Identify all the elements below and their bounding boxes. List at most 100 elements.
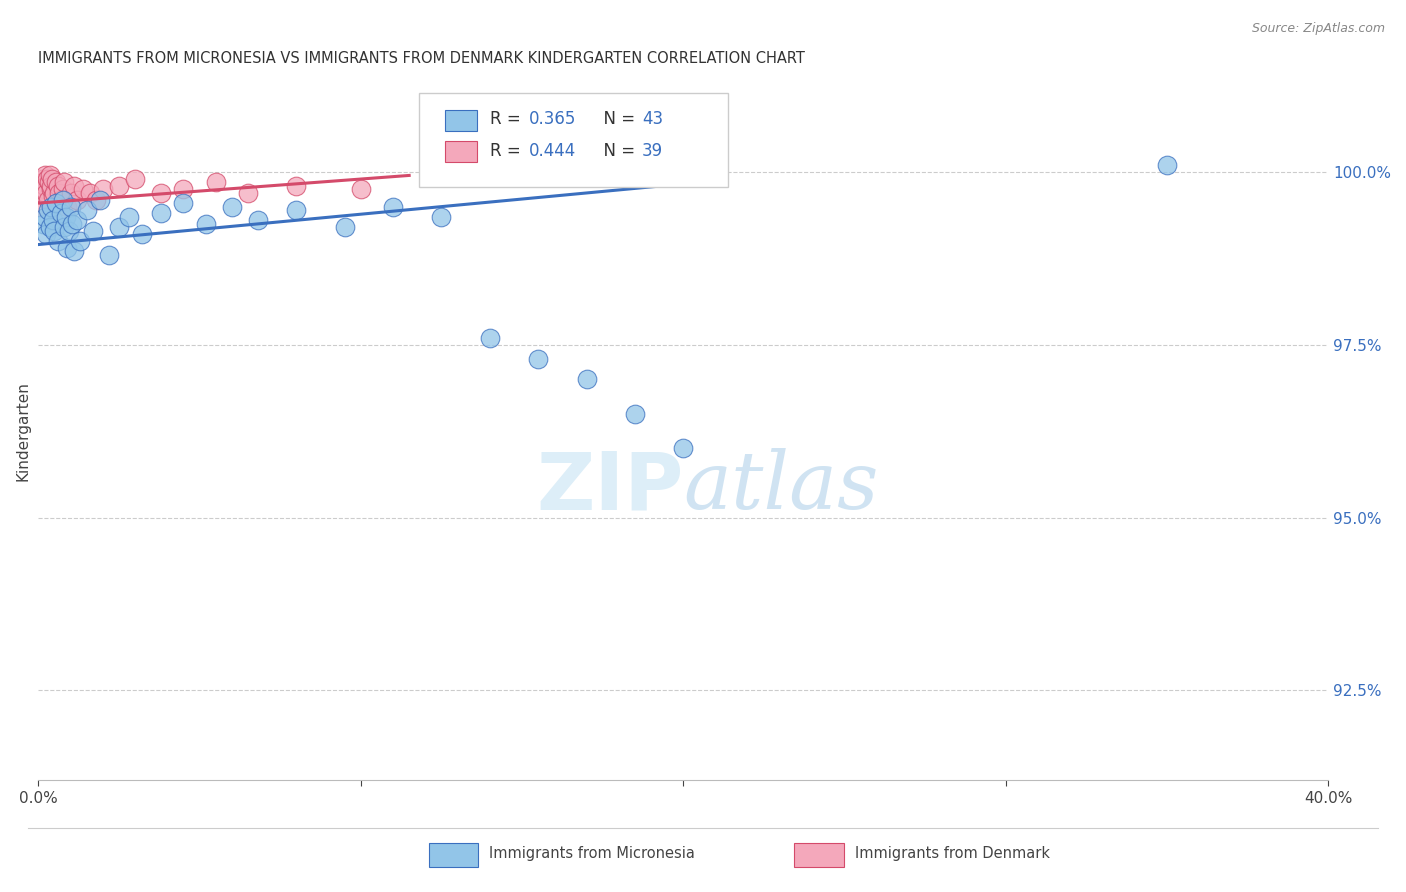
Point [108,220,131,235]
FancyBboxPatch shape [429,843,478,867]
Point [44,186,66,200]
Text: Immigrants from Denmark: Immigrants from Denmark [855,847,1050,861]
FancyBboxPatch shape [444,142,477,162]
Y-axis label: Kindergarten: Kindergarten [15,381,30,481]
Point [32,217,55,231]
Point [246,213,269,227]
FancyBboxPatch shape [794,843,844,867]
Point [72,182,94,196]
Text: N =: N = [593,142,640,160]
Point [37,202,59,217]
Point [1156,158,1178,172]
Point [62,244,84,259]
Point [285,178,308,193]
Point [32,182,55,196]
Point [59,200,82,214]
Point [38,220,60,235]
Point [149,206,172,220]
Point [195,217,218,231]
Text: IMMIGRANTS FROM MICRONESIA VS IMMIGRANTS FROM DENMARK KINDERGARTEN CORRELATION C: IMMIGRANTS FROM MICRONESIA VS IMMIGRANTS… [38,51,806,66]
Point [204,175,226,189]
Point [527,351,550,366]
Point [28,200,51,214]
Text: 0.444: 0.444 [529,142,575,160]
Point [34,178,56,193]
Point [38,175,60,189]
Point [38,169,60,183]
Point [672,442,695,456]
Point [39,200,62,214]
Point [53,175,76,189]
Point [430,210,453,224]
Point [31,172,53,186]
Point [34,169,56,183]
Point [575,372,598,386]
Point [79,186,101,200]
Point [91,182,114,196]
Point [49,193,72,207]
Text: ZIP: ZIP [536,448,683,526]
Point [108,178,131,193]
Text: 39: 39 [643,142,664,160]
Point [236,186,259,200]
Point [149,186,172,200]
Point [62,178,84,193]
Point [37,193,59,207]
Point [46,178,69,193]
Point [31,186,53,200]
Point [42,213,65,227]
Point [382,200,405,214]
Point [285,202,308,217]
Point [51,182,73,196]
FancyBboxPatch shape [419,93,728,186]
Point [45,196,67,211]
Point [350,182,373,196]
Point [60,217,83,231]
Point [66,193,89,207]
Point [39,178,62,193]
FancyBboxPatch shape [444,110,477,131]
Point [46,234,69,248]
Point [48,186,70,200]
Point [478,331,501,345]
Point [333,220,356,235]
Point [89,193,111,207]
Point [172,196,194,211]
Point [37,172,59,186]
Point [131,227,153,242]
Point [56,200,79,214]
Text: 0.365: 0.365 [529,110,576,128]
Text: Immigrants from Micronesia: Immigrants from Micronesia [489,847,695,861]
Point [69,234,91,248]
Point [44,224,66,238]
Point [76,202,98,217]
Point [41,172,63,186]
Point [45,175,67,189]
Point [86,193,108,207]
Text: atlas: atlas [683,449,879,525]
Point [56,241,79,255]
Point [42,189,65,203]
Text: R =: R = [489,110,526,128]
Point [55,210,77,224]
Point [51,193,73,207]
Point [32,175,55,189]
Point [221,200,243,214]
Point [35,227,58,242]
Point [66,213,89,227]
Text: 43: 43 [643,110,664,128]
Point [53,220,76,235]
Point [39,182,62,196]
Point [98,248,121,262]
Point [49,206,72,220]
Point [34,210,56,224]
Point [58,224,80,238]
Text: Source: ZipAtlas.com: Source: ZipAtlas.com [1251,22,1385,36]
Text: N =: N = [593,110,640,128]
Point [35,186,58,200]
Point [82,224,104,238]
Text: R =: R = [489,142,526,160]
Point [59,186,82,200]
Point [124,172,146,186]
Point [624,407,647,421]
